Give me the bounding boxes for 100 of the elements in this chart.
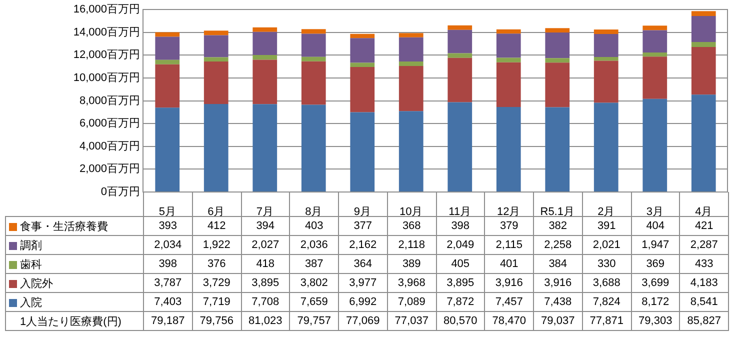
data-label: 2,036 bbox=[290, 236, 338, 254]
data-label: 7,403 bbox=[144, 292, 192, 312]
data-label: 384 bbox=[534, 254, 582, 274]
data-label: 3,802 bbox=[290, 274, 338, 292]
data-label: 382 bbox=[534, 216, 582, 236]
data-label: 403 bbox=[290, 216, 338, 236]
data-label: 3,977 bbox=[338, 274, 388, 292]
data-label: 398 bbox=[144, 254, 192, 274]
bar bbox=[155, 60, 180, 64]
bar bbox=[496, 62, 521, 107]
data-label: 3,895 bbox=[241, 274, 290, 292]
bar bbox=[691, 11, 716, 16]
bar bbox=[496, 34, 521, 58]
bar bbox=[252, 54, 278, 60]
bar bbox=[204, 61, 228, 104]
bar bbox=[496, 58, 521, 62]
y-tick-label: 0百万円 bbox=[100, 186, 140, 198]
bar bbox=[545, 107, 570, 192]
bar bbox=[155, 32, 180, 37]
text: 77,037 bbox=[387, 312, 436, 330]
data-label: 405 bbox=[436, 254, 485, 274]
text: 77,871 bbox=[582, 312, 631, 330]
data-label: 2,027 bbox=[241, 236, 290, 254]
bar bbox=[155, 108, 180, 192]
data-label: 404 bbox=[631, 216, 680, 236]
text: 79,187 bbox=[144, 312, 192, 330]
bar bbox=[691, 94, 716, 192]
data-label: 3,729 bbox=[192, 274, 241, 292]
data-label: 418 bbox=[241, 254, 290, 274]
bar bbox=[642, 52, 668, 57]
bar bbox=[301, 34, 326, 57]
bar bbox=[594, 102, 618, 192]
x-tick-label: 9月 bbox=[354, 206, 371, 218]
text: 85,827 bbox=[680, 312, 728, 330]
y-tick-label: 10,000百万円 bbox=[73, 72, 140, 84]
bar bbox=[691, 46, 716, 95]
bar bbox=[155, 64, 180, 108]
data-label: 3,916 bbox=[484, 274, 534, 292]
bar bbox=[398, 111, 424, 192]
data-label: 3,688 bbox=[582, 274, 631, 292]
bar bbox=[448, 102, 472, 192]
bar bbox=[301, 61, 326, 105]
y-tick-label: 14,000百万円 bbox=[73, 26, 140, 38]
text: 79,303 bbox=[631, 312, 680, 330]
bar bbox=[496, 29, 521, 34]
data-label: 2,034 bbox=[144, 236, 192, 254]
bar bbox=[155, 36, 180, 60]
bar bbox=[642, 30, 668, 52]
legend-label: 入院外 bbox=[6, 274, 144, 292]
data-label: 7,708 bbox=[241, 292, 290, 312]
data-label: 412 bbox=[192, 216, 241, 236]
data-label: 1,922 bbox=[192, 236, 241, 254]
bar bbox=[642, 26, 668, 30]
bar bbox=[204, 30, 228, 36]
bar bbox=[301, 56, 326, 62]
x-tick-label: 5月 bbox=[158, 206, 176, 218]
x-tick-label: 3月 bbox=[646, 206, 664, 218]
data-label: 7,659 bbox=[290, 292, 338, 312]
data-label: 376 bbox=[192, 254, 241, 274]
x-tick-label: R5.1月 bbox=[540, 206, 574, 218]
text: 77,069 bbox=[338, 312, 388, 330]
bar bbox=[448, 25, 472, 30]
y-tick-label: 6,000百万円 bbox=[79, 118, 140, 130]
data-label: 364 bbox=[338, 254, 388, 274]
bar bbox=[350, 38, 375, 63]
bar bbox=[642, 98, 668, 192]
x-tick-label: 8月 bbox=[305, 206, 322, 218]
data-label: 1,947 bbox=[631, 236, 680, 254]
legend-label: 食事・生活療養費 bbox=[6, 216, 144, 236]
data-label: 7,872 bbox=[436, 292, 485, 312]
data-label: 2,118 bbox=[387, 236, 436, 254]
x-tick-label: 11月 bbox=[448, 206, 472, 218]
legend-label: 入院 bbox=[6, 292, 144, 312]
bar bbox=[448, 58, 472, 102]
bar bbox=[691, 42, 716, 47]
bar bbox=[594, 57, 618, 61]
data-label: 2,115 bbox=[484, 236, 534, 254]
data-label: 3,895 bbox=[436, 274, 485, 292]
bar bbox=[252, 60, 278, 104]
bar bbox=[642, 56, 668, 99]
bar bbox=[252, 32, 278, 55]
text: 80,570 bbox=[436, 312, 485, 330]
x-tick-label: 4月 bbox=[695, 206, 712, 218]
bar bbox=[398, 62, 424, 66]
data-label: 387 bbox=[290, 254, 338, 274]
y-tick-label: 8,000百万円 bbox=[79, 94, 140, 107]
data-label: 7,457 bbox=[484, 292, 534, 312]
data-label: 389 bbox=[387, 254, 436, 274]
data-label: 330 bbox=[582, 254, 631, 274]
x-tick-label: 6月 bbox=[208, 206, 225, 218]
data-label: 3,968 bbox=[387, 274, 436, 292]
bar bbox=[448, 53, 472, 58]
x-tick-label: 12月 bbox=[497, 206, 520, 218]
data-label: 2,258 bbox=[534, 236, 582, 254]
y-tick-label: 12,000百万円 bbox=[73, 49, 140, 62]
data-label: 7,438 bbox=[534, 292, 582, 312]
bar bbox=[252, 27, 278, 32]
text: 78,470 bbox=[484, 312, 534, 330]
bar bbox=[301, 104, 326, 192]
bar bbox=[448, 30, 472, 54]
